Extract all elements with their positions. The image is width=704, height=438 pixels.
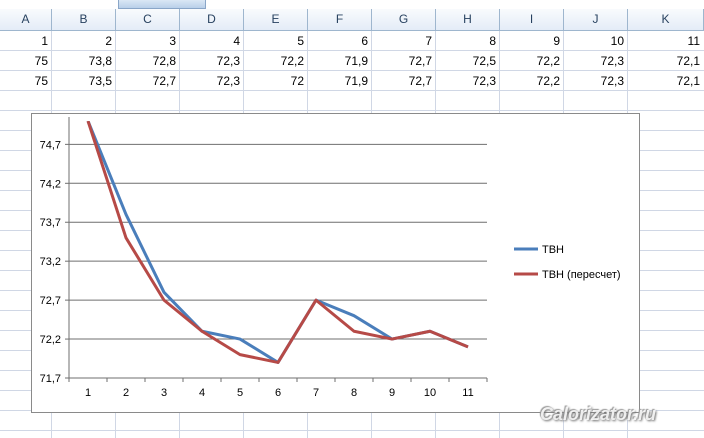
cell[interactable]: 72,8 <box>152 54 176 68</box>
watermark: Calorizator.ru <box>540 404 657 424</box>
cell[interactable]: 75 <box>34 54 48 68</box>
ribbon-tab-fragment[interactable] <box>118 0 206 9</box>
cell[interactable]: 72,1 <box>676 74 700 88</box>
x-tick-label: 8 <box>351 387 357 399</box>
cell[interactable]: 75 <box>34 74 48 88</box>
cell[interactable]: 6 <box>361 34 368 48</box>
y-tick-label: 74,2 <box>40 178 61 190</box>
y-tick-label: 74,7 <box>40 139 61 151</box>
cell[interactable]: 4 <box>233 34 240 48</box>
gridline-h <box>0 50 704 51</box>
cell[interactable]: 2 <box>105 34 112 48</box>
column-header[interactable]: G <box>372 9 436 30</box>
cell[interactable]: 72,3 <box>216 74 240 88</box>
gridline-h <box>0 90 704 91</box>
y-tick-label: 73,7 <box>40 217 61 229</box>
cell[interactable]: 73,8 <box>88 54 112 68</box>
column-header[interactable]: J <box>564 9 628 30</box>
cell[interactable]: 72,5 <box>472 54 496 68</box>
cell[interactable]: 71,9 <box>344 74 368 88</box>
cell[interactable]: 72,3 <box>600 74 624 88</box>
x-tick-label: 4 <box>199 387 205 399</box>
column-header[interactable]: I <box>500 9 564 30</box>
cell[interactable]: 72,2 <box>536 74 560 88</box>
cell[interactable]: 10 <box>610 34 624 48</box>
chart-svg: 71,7 72,2 72,7 73,2 73,7 74,2 74,7 1 2 3 4 5 6 7 8 9 10 1… <box>40 117 621 399</box>
column-header[interactable]: H <box>436 9 500 30</box>
line-chart[interactable]: 71,7 72,2 72,7 73,2 73,7 74,2 74,7 1 2 3 4 5 6 7 8 9 10 1… <box>31 113 640 413</box>
cell[interactable]: 72,7 <box>152 74 176 88</box>
cell[interactable]: 72,2 <box>536 54 560 68</box>
x-tick-label: 9 <box>389 387 395 399</box>
cell[interactable]: 72,3 <box>216 54 240 68</box>
x-tick-label: 7 <box>313 387 319 399</box>
series-line <box>86 121 469 364</box>
x-tick-label: 2 <box>123 387 129 399</box>
cell[interactable]: 71,9 <box>344 54 368 68</box>
cell[interactable]: 72,2 <box>280 54 304 68</box>
x-tick-label: 5 <box>237 387 243 399</box>
y-tick-label: 72,7 <box>40 295 61 307</box>
column-header[interactable]: D <box>180 9 244 30</box>
column-header[interactable]: C <box>116 9 180 30</box>
x-tick-label: 10 <box>424 387 436 399</box>
column-header[interactable]: K <box>628 9 704 30</box>
cell[interactable]: 11 <box>687 34 700 48</box>
cell[interactable]: 73,5 <box>88 74 112 88</box>
column-header[interactable]: F <box>308 9 372 30</box>
column-header[interactable]: E <box>244 9 308 30</box>
y-tick-label: 72,2 <box>40 334 61 346</box>
y-tick-label: 71,7 <box>40 373 61 385</box>
y-tick-label: 73,2 <box>40 256 61 268</box>
gridline-h <box>0 110 704 111</box>
cell[interactable]: 5 <box>297 34 304 48</box>
cell[interactable]: 1 <box>41 34 48 48</box>
column-header[interactable]: A <box>0 9 52 30</box>
cell[interactable]: 3 <box>169 34 176 48</box>
cell[interactable]: 72,3 <box>600 54 624 68</box>
cell[interactable]: 72,1 <box>676 54 700 68</box>
cell[interactable]: 72,7 <box>408 74 432 88</box>
cell[interactable]: 8 <box>489 34 496 48</box>
x-tick-label: 1 <box>85 387 91 399</box>
cell[interactable]: 7 <box>425 34 432 48</box>
cell[interactable]: 9 <box>553 34 560 48</box>
cell[interactable]: 72,3 <box>472 74 496 88</box>
cell[interactable]: 72 <box>290 74 304 88</box>
x-tick-label: 3 <box>161 387 167 399</box>
x-tick-label: 11 <box>462 387 473 399</box>
legend-label: ТВН (пересчет) <box>542 269 621 281</box>
x-tick-label: 6 <box>275 387 281 399</box>
cell[interactable]: 72,7 <box>408 54 432 68</box>
legend-label: ТВН <box>542 244 564 256</box>
gridline-h <box>0 70 704 71</box>
series-line <box>86 121 469 364</box>
gridline-h <box>0 430 704 431</box>
column-header[interactable]: B <box>52 9 116 30</box>
